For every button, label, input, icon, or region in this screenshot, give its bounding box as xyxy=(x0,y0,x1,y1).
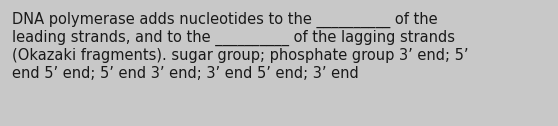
Text: leading strands, and to the __________ of the lagging strands: leading strands, and to the __________ o… xyxy=(12,30,455,46)
Text: end 5’ end; 5’ end 3’ end; 3’ end 5’ end; 3’ end: end 5’ end; 5’ end 3’ end; 3’ end 5’ end… xyxy=(12,66,359,81)
Text: (Okazaki fragments). sugar group; phosphate group 3’ end; 5’: (Okazaki fragments). sugar group; phosph… xyxy=(12,48,469,63)
Text: DNA polymerase adds nucleotides to the __________ of the: DNA polymerase adds nucleotides to the _… xyxy=(12,12,437,28)
